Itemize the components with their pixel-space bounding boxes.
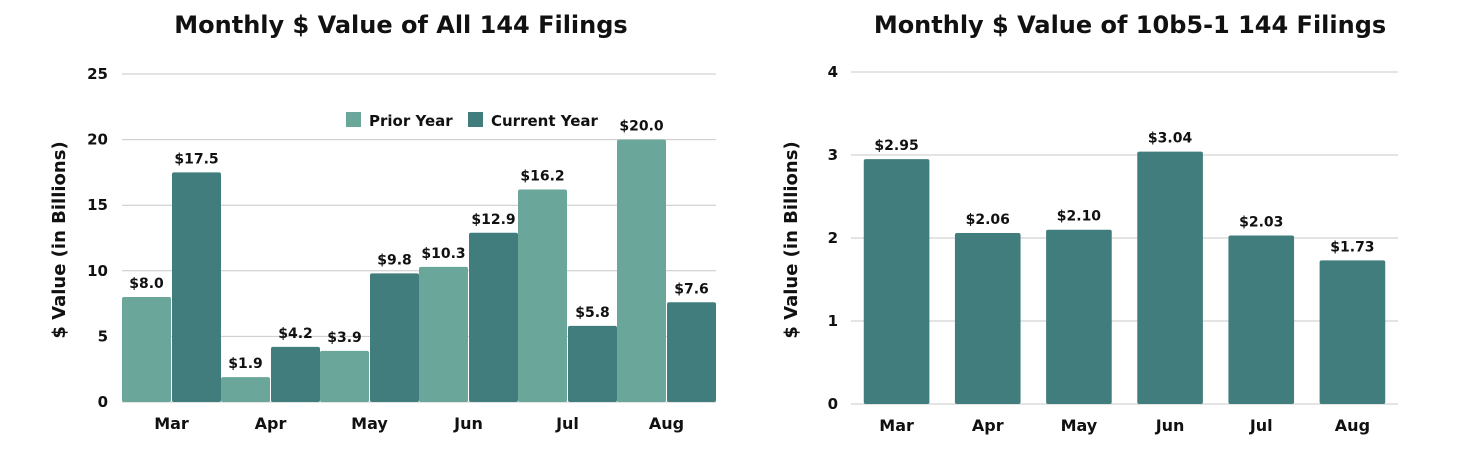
y-axis-label: $ Value (in Billions): [49, 141, 70, 338]
bar-value-may: [1046, 229, 1112, 404]
y-tick-labels: 0 1 2 3 4: [828, 63, 838, 413]
data-label-value-jul: $2.03: [1239, 215, 1283, 231]
bar-value-mar: [863, 159, 930, 404]
data-label-value-apr: $2.06: [966, 212, 1010, 228]
data-label-prior-year-aug: $20.0: [619, 119, 664, 135]
bar-prior-year-apr: [221, 377, 270, 402]
y-tick-label: 0: [98, 393, 108, 411]
chart-title: Monthly $ Value of 10b5-1 144 Filings: [874, 11, 1386, 39]
bar-current-year-jul: [568, 325, 617, 402]
chart-title: Monthly $ Value of All 144 Filings: [174, 11, 627, 39]
data-label-value-mar: $2.95: [874, 138, 918, 154]
y-tick-label: 10: [87, 262, 108, 280]
bar-current-year-apr: [271, 346, 320, 402]
x-tick-label-jul: Jul: [1249, 416, 1273, 435]
data-label-prior-year-jun: $10.3: [421, 246, 465, 262]
legend-swatch-current-year: [468, 112, 483, 127]
bar-value-aug: [1319, 260, 1386, 404]
y-tick-label: 2: [828, 229, 838, 247]
data-label-current-year-aug: $7.6: [674, 281, 709, 297]
y-tick-label: 3: [828, 146, 838, 164]
bar-prior-year-jul: [518, 189, 567, 402]
x-tick-label-jul: Jul: [555, 414, 579, 433]
chart-all-144-filings: Monthly $ Value of All 144 Filings $ Val…: [49, 11, 716, 433]
x-tick-label-aug: Aug: [649, 414, 684, 433]
data-label-current-year-mar: $17.5: [174, 151, 218, 167]
data-label-current-year-jun: $12.9: [471, 212, 515, 228]
bar-prior-year-jun: [419, 266, 468, 402]
x-tick-label-may: May: [351, 414, 388, 433]
y-tick-label: 4: [828, 63, 838, 81]
legend-swatch-prior-year: [346, 112, 361, 127]
bar-current-year-may: [370, 273, 419, 402]
bar-value-jun: [1137, 151, 1203, 404]
x-tick-label-jun: Jun: [1155, 416, 1185, 435]
data-labels: $2.95 $2.06 $2.10 $3.04 $2.03 $1.73: [874, 131, 1374, 256]
data-label-prior-year-may: $3.9: [327, 330, 362, 346]
y-tick-label: 15: [87, 196, 108, 214]
legend: Prior Year Current Year: [346, 112, 599, 130]
bar-value-jul: [1228, 235, 1295, 404]
bar-prior-year-mar: [122, 297, 171, 402]
y-tick-label: 5: [98, 327, 108, 345]
x-tick-label-mar: Mar: [879, 416, 914, 435]
data-label-value-may: $2.10: [1057, 209, 1102, 225]
bar-prior-year-aug: [617, 139, 666, 402]
data-label-current-year-may: $9.8: [377, 252, 412, 268]
gridlines: [851, 71, 1398, 405]
y-axis-label: $ Value (in Billions): [781, 141, 802, 338]
bar-current-year-mar: [172, 172, 221, 402]
x-tick-label-mar: Mar: [154, 414, 189, 433]
data-label-current-year-apr: $4.2: [278, 326, 313, 342]
x-tick-label-apr: Apr: [972, 416, 1004, 435]
legend-label-current-year: Current Year: [491, 112, 599, 130]
data-labels: $8.0 $17.5 $1.9 $4.2 $3.9 $9.8 $10.3 $12.9 $16.2…: [129, 119, 709, 372]
legend-label-prior-year: Prior Year: [369, 112, 453, 130]
data-label-value-aug: $1.73: [1330, 239, 1374, 255]
data-label-prior-year-apr: $1.9: [228, 356, 263, 372]
y-tick-label: 20: [87, 131, 108, 149]
y-tick-label: 25: [87, 65, 108, 83]
bar-current-year-jun: [469, 232, 518, 402]
x-tick-label-apr: Apr: [255, 414, 287, 433]
data-label-prior-year-jul: $16.2: [520, 168, 564, 184]
x-tick-labels: Mar Apr May Jun Jul Aug: [154, 414, 684, 433]
x-tick-label-may: May: [1061, 416, 1098, 435]
bars: [122, 139, 716, 402]
y-tick-labels: 0 5 10 15 20 25: [87, 65, 108, 411]
data-label-current-year-jul: $5.8: [575, 305, 610, 321]
x-tick-label-jun: Jun: [453, 414, 483, 433]
y-tick-label: 0: [828, 395, 838, 413]
bar-current-year-aug: [667, 302, 716, 402]
bar-prior-year-may: [320, 350, 369, 402]
x-tick-label-aug: Aug: [1335, 416, 1370, 435]
y-tick-label: 1: [828, 312, 838, 330]
chart-10b5-1-144-filings: Monthly $ Value of 10b5-1 144 Filings $ …: [781, 11, 1398, 435]
x-tick-labels: Mar Apr May Jun Jul Aug: [879, 416, 1370, 435]
bar-value-apr: [954, 233, 1021, 404]
data-label-value-jun: $3.04: [1148, 131, 1193, 147]
bars: [863, 151, 1386, 404]
data-label-prior-year-mar: $8.0: [129, 276, 164, 292]
